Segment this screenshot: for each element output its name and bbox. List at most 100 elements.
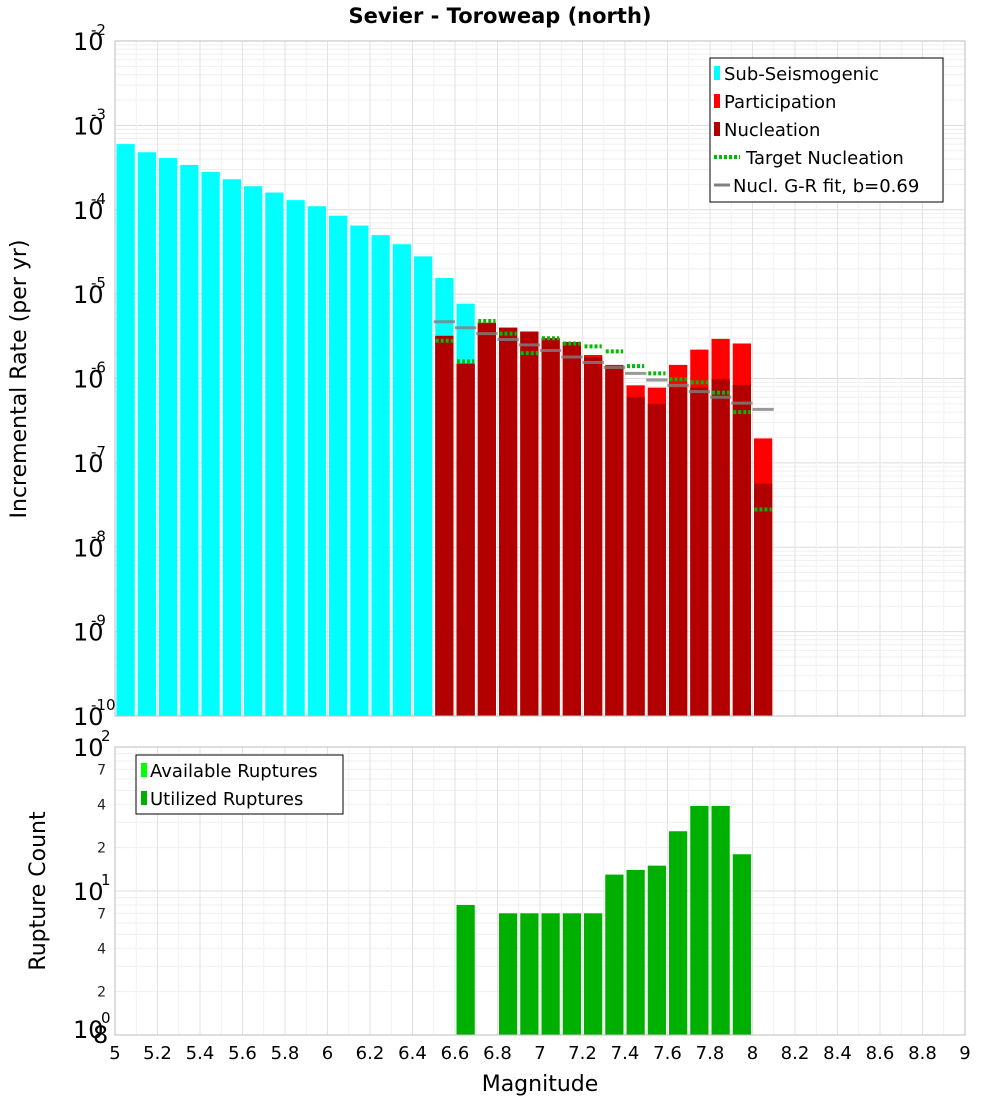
sub-seismogenic-bar — [222, 179, 241, 716]
y-tick-exponent: 1 — [101, 871, 111, 889]
y-tick-base: 10 — [73, 197, 104, 225]
sub-seismogenic-bar — [329, 215, 348, 717]
utilized-ruptures-bar — [456, 904, 475, 1035]
x-tick-label: 8.2 — [781, 1043, 810, 1064]
legend-swatch-participation — [714, 94, 720, 108]
bottom-y-tick: 101 — [73, 871, 111, 906]
sub-seismogenic-bar — [116, 144, 135, 716]
nucleation-bar — [732, 384, 751, 716]
utilized-ruptures-bar — [584, 913, 603, 1035]
utilized-ruptures-bar — [562, 913, 581, 1035]
x-tick-label: 9 — [959, 1043, 970, 1064]
y-tick-base: 10 — [73, 450, 104, 478]
nucleation-bar — [754, 483, 773, 716]
bottom-y-tick: 102 — [73, 727, 111, 762]
legend-label-gr-fit: Nucl. G-R fit, b=0.69 — [733, 176, 919, 197]
sub-seismogenic-bar — [371, 235, 390, 716]
legend-swatch-available-ruptures — [141, 763, 147, 777]
bottom-y-minor-tick: 7 — [97, 762, 106, 778]
sub-seismogenic-bar — [159, 158, 178, 716]
nucleation-bar — [562, 342, 581, 716]
x-tick-label: 7 — [534, 1043, 545, 1064]
utilized-ruptures-bar — [732, 854, 751, 1035]
sub-seismogenic-bar — [244, 186, 263, 716]
sub-seismogenic-bar — [180, 164, 199, 716]
utilized-ruptures-bar — [647, 865, 666, 1035]
x-tick-label: 5.2 — [143, 1043, 172, 1064]
top-y-tick: 10-7 — [73, 443, 106, 478]
x-tick-label: 5.6 — [228, 1043, 257, 1064]
legend-swatch-utilized-ruptures — [141, 791, 147, 805]
x-tick-label: 8.4 — [823, 1043, 852, 1064]
sub-seismogenic-bar — [265, 192, 284, 717]
top-y-tick: 10-6 — [73, 359, 106, 394]
top-y-tick: 10-8 — [73, 527, 106, 562]
x-tick-label: 7.2 — [568, 1043, 597, 1064]
nucleation-bar — [435, 335, 454, 716]
bottom-y-minor-tick: 4 — [97, 941, 106, 957]
x-tick-label: 6.2 — [356, 1043, 385, 1064]
nucleation-bar — [456, 363, 475, 716]
y-tick-base: 10 — [73, 112, 104, 140]
top-y-tick: 10-4 — [73, 190, 106, 225]
y-tick-base: 10 — [73, 366, 104, 394]
bottom-y-axis-label: Rupture Count — [26, 811, 51, 971]
y-tick-exponent: -3 — [91, 105, 106, 123]
nucleation-bar — [605, 366, 624, 716]
utilized-ruptures-bar — [499, 913, 518, 1035]
x-tick-label: 5.4 — [186, 1043, 215, 1064]
x-tick-label: 5.8 — [271, 1043, 300, 1064]
sub-seismogenic-bar — [350, 225, 369, 716]
y-tick-base: 10 — [73, 734, 104, 762]
x-tick-label: 6.4 — [398, 1043, 427, 1064]
y-tick-base: 10 — [73, 1016, 104, 1044]
x-tick-label: 8.8 — [908, 1043, 937, 1064]
top-y-tick: 10-9 — [73, 612, 106, 647]
top-y-axis-label: Incremental Rate (per yr) — [7, 240, 32, 519]
nucleation-bar — [541, 338, 560, 716]
bottom-y-minor-tick: 7 — [97, 906, 106, 922]
y-tick-base: 10 — [73, 619, 104, 647]
nucleation-bar — [711, 379, 730, 716]
x-tick-label: 6.6 — [441, 1043, 470, 1064]
top-legend-box — [709, 57, 944, 203]
x-tick-label: 7.8 — [696, 1043, 725, 1064]
y-tick-exponent: -5 — [91, 274, 106, 292]
legend-label-nucleation: Nucleation — [724, 120, 820, 141]
nucleation-bar — [647, 403, 666, 716]
legend-label-utilized-ruptures: Utilized Ruptures — [150, 789, 303, 810]
sub-seismogenic-bar — [392, 244, 411, 717]
top-y-tick: 10-2 — [73, 21, 106, 56]
nucleation-bar — [690, 387, 709, 716]
top-y-tick: 10-3 — [73, 105, 106, 140]
top-y-tick: 10-10 — [73, 696, 116, 731]
x-tick-label: 5 — [109, 1043, 120, 1064]
y-tick-base: 10 — [73, 281, 104, 309]
utilized-ruptures-bar — [605, 874, 624, 1035]
sub-seismogenic-bar — [201, 172, 220, 716]
legend-label-available-ruptures: Available Ruptures — [150, 761, 318, 782]
bottom-y-minor-tick: 4 — [97, 797, 106, 813]
sub-seismogenic-bar — [286, 200, 305, 716]
legend-label-target-nucleation: Target Nucleation — [745, 148, 904, 169]
y-tick-exponent: -10 — [91, 696, 116, 714]
utilized-ruptures-bar — [541, 913, 560, 1035]
x-axis-label: Magnitude — [482, 1072, 599, 1097]
legend-swatch-nucleation — [714, 122, 720, 136]
x-tick-label: 7.6 — [653, 1043, 682, 1064]
nucleation-bar — [499, 327, 518, 716]
y-tick-exponent: -7 — [91, 443, 106, 461]
bottom-y-minor-tick: 2 — [97, 985, 106, 1001]
bottom-bars — [456, 805, 751, 1035]
nucleation-bar — [669, 387, 688, 716]
nucleation-bar — [584, 356, 603, 716]
top-plot-frame — [114, 40, 966, 717]
chart-title: Sevier - Toroweap (north) — [348, 4, 651, 28]
y-tick-exponent: -6 — [91, 359, 106, 377]
y-tick-exponent: -2 — [91, 21, 106, 39]
y-tick-base: 10 — [73, 703, 104, 731]
top-y-tick: 10-5 — [73, 274, 106, 309]
x-tick-label: 8 — [747, 1043, 758, 1064]
x-tick-label: 6.8 — [483, 1043, 512, 1064]
